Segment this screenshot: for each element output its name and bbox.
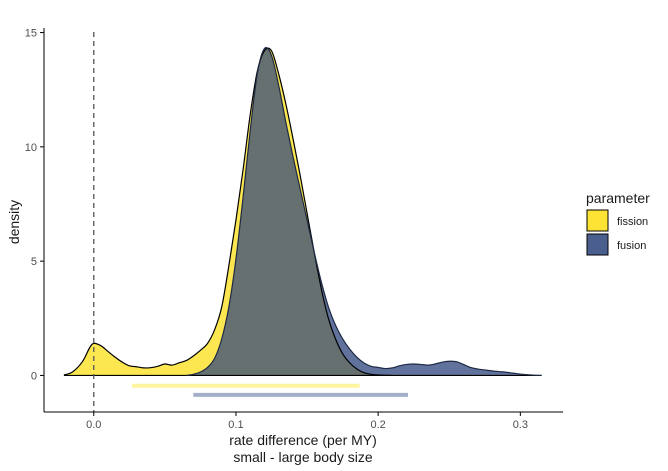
y-axis-ticks: 0 5 10 15	[25, 28, 44, 382]
y-tick-label: 15	[25, 28, 37, 40]
y-tick-label: 0	[31, 370, 37, 382]
legend-key-fission	[586, 209, 609, 232]
x-axis-ticks: 0.0 0.1 0.2 0.3	[86, 412, 528, 431]
x-tick-label: 0.1	[228, 419, 243, 431]
plot-area	[63, 32, 542, 412]
legend: parameter fission fusion	[586, 190, 650, 256]
overlap-density-area	[186, 48, 393, 376]
x-tick-label: 0.3	[513, 419, 528, 431]
x-axis-title: rate difference (per MY)	[229, 432, 377, 448]
fusion-density-outline	[186, 46, 542, 377]
legend-label-fission: fission	[617, 216, 648, 228]
y-tick-label: 5	[31, 256, 37, 268]
legend-title: parameter	[586, 190, 650, 206]
x-tick-label: 0.0	[86, 419, 101, 431]
legend-key-fusion	[586, 233, 609, 256]
y-tick-label: 10	[25, 142, 37, 154]
fission-density-outline	[63, 47, 393, 377]
x-tick-label: 0.2	[371, 419, 386, 431]
legend-label-fusion: fusion	[617, 240, 646, 252]
y-axis-title: density	[6, 200, 22, 244]
x-axis-subtitle: small - large body size	[233, 449, 372, 465]
axes: 0.0 0.1 0.2 0.3 0 5 10 15	[25, 28, 563, 431]
